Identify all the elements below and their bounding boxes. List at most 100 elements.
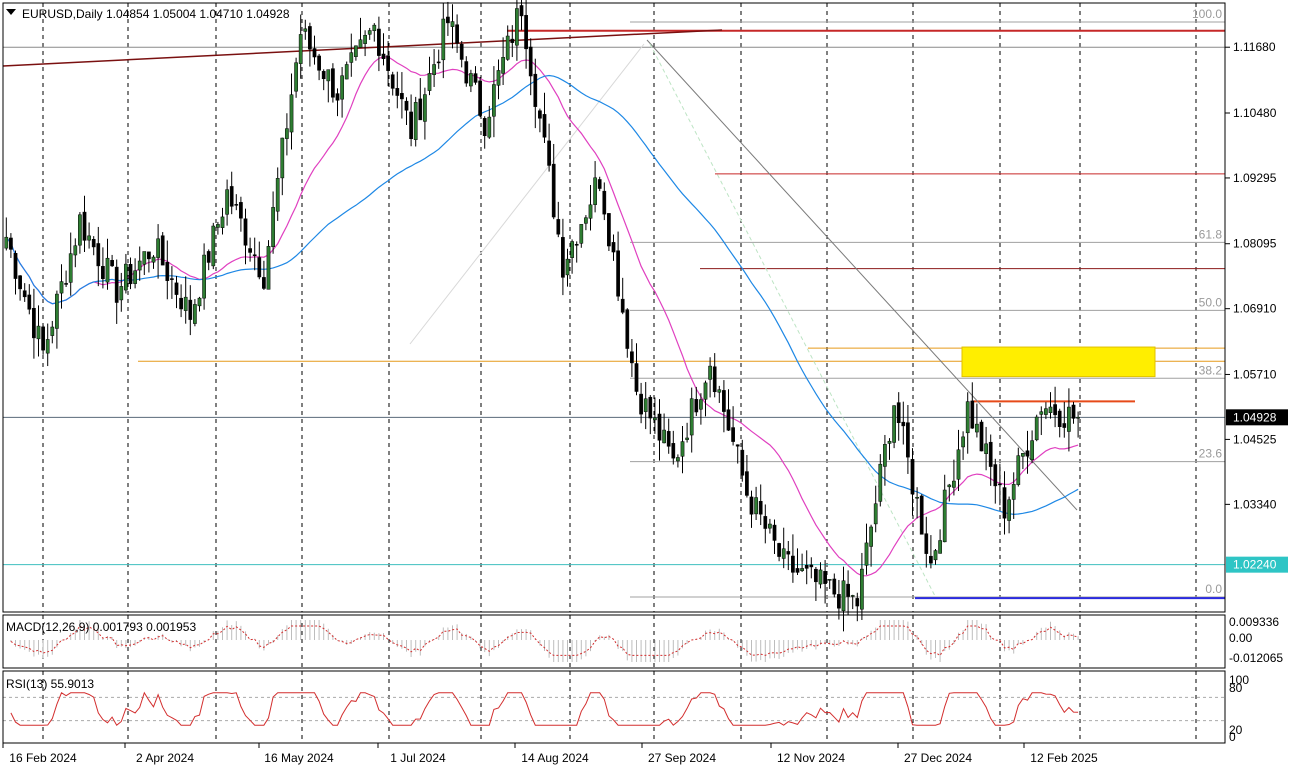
candle-body — [818, 569, 823, 585]
candle-body — [864, 542, 869, 566]
candle-body — [174, 282, 179, 295]
candle-body — [722, 390, 726, 412]
candle-body — [344, 64, 349, 80]
candle-body — [142, 251, 147, 265]
candle-body — [358, 39, 363, 48]
candle-body — [855, 598, 860, 607]
last-price-badge: 1.04928 — [1233, 410, 1277, 424]
candle-body — [979, 421, 984, 452]
candle-body — [850, 595, 855, 597]
x-tick-label: 14 Aug 2024 — [521, 751, 589, 765]
candle-body — [423, 94, 427, 122]
candle-body — [87, 235, 91, 241]
candle-body — [340, 75, 344, 100]
candle-body — [1057, 410, 1062, 427]
candle-body — [179, 297, 183, 310]
candle-body — [128, 263, 133, 285]
candle-body — [1021, 453, 1025, 457]
dropdown-triangle-icon[interactable] — [6, 9, 16, 15]
candle-body — [786, 551, 791, 555]
candle-body — [1007, 499, 1011, 521]
down-trendline[interactable] — [646, 39, 1078, 511]
candle-body — [354, 45, 358, 57]
main-panel-frame — [2, 2, 1226, 613]
candle-body — [827, 579, 832, 581]
candle-body — [588, 204, 593, 219]
candle-body — [795, 568, 800, 573]
candle-body — [188, 299, 193, 320]
candle-body — [478, 80, 482, 116]
candle-body — [634, 363, 639, 392]
candle-body — [699, 399, 703, 410]
candle-body — [501, 57, 505, 74]
candle-body — [349, 52, 354, 63]
candle-body — [883, 444, 887, 467]
candle-body — [409, 111, 413, 140]
x-tick-label: 27 Sep 2024 — [648, 751, 716, 765]
candle-body — [754, 497, 758, 515]
y-tick-label: 1.04525 — [1233, 432, 1277, 446]
macd-signal-line — [10, 625, 1079, 657]
candle-body — [740, 449, 745, 476]
candle-body — [763, 516, 768, 529]
candle-body — [105, 257, 110, 283]
candle-body — [910, 459, 915, 495]
candle-body — [400, 93, 404, 100]
candle-body — [579, 224, 584, 244]
candle-body — [321, 71, 326, 80]
candle-body — [1048, 406, 1053, 413]
candle-body — [919, 495, 924, 535]
candle-body — [271, 207, 275, 247]
candle-body — [887, 440, 892, 444]
fib-anchor-dashed — [649, 43, 936, 597]
candle-body — [450, 21, 455, 27]
candle-body — [837, 594, 841, 609]
candle-body — [418, 98, 423, 121]
long-trendline[interactable] — [2, 29, 723, 67]
fib-level-label: 100.0 — [1192, 7, 1222, 21]
candle-body — [243, 218, 248, 246]
candle-body — [970, 400, 975, 429]
candle-body — [671, 443, 676, 459]
y-tick-label: 1.09295 — [1233, 171, 1277, 185]
marked-level-badge-bg — [1226, 556, 1288, 573]
candle-body — [229, 186, 234, 207]
candle-body — [96, 243, 101, 267]
candle-body — [248, 248, 252, 253]
supply-zone[interactable] — [961, 346, 1156, 378]
y-tick-label: 1.11680 — [1233, 40, 1276, 54]
candle-body — [607, 213, 611, 247]
candle-body — [938, 540, 942, 554]
candle-body — [772, 524, 777, 541]
candle-body — [735, 444, 740, 447]
candle-body — [892, 405, 896, 443]
rsi-tick-label: 0 — [1229, 730, 1236, 744]
candle-body — [956, 449, 961, 480]
candle-body — [137, 260, 142, 271]
candle-body — [45, 339, 50, 354]
candle-body — [993, 464, 998, 487]
candle-body — [510, 38, 515, 43]
candle-body — [1034, 416, 1039, 441]
candle-body — [676, 457, 680, 462]
marked-level-badge: 1.02240 — [1233, 558, 1277, 572]
chart-header-label: EURUSD,Daily 1.04854 1.05004 1.04710 1.0… — [22, 7, 290, 21]
candle-body — [9, 237, 13, 250]
candle-body — [59, 281, 64, 294]
candle-body — [988, 441, 993, 467]
candle-body — [50, 326, 55, 336]
candle-body — [114, 266, 119, 303]
candle-body — [524, 15, 528, 50]
candle-body — [4, 236, 9, 249]
ma-slow-line — [5, 74, 1079, 516]
candle-body — [160, 235, 165, 266]
candle-body — [487, 116, 492, 138]
candle-body — [639, 393, 643, 415]
candle-body — [878, 463, 883, 502]
candle-body — [124, 263, 128, 291]
candle-body — [464, 61, 469, 84]
candle-body — [538, 110, 542, 119]
candle-body — [561, 237, 565, 278]
